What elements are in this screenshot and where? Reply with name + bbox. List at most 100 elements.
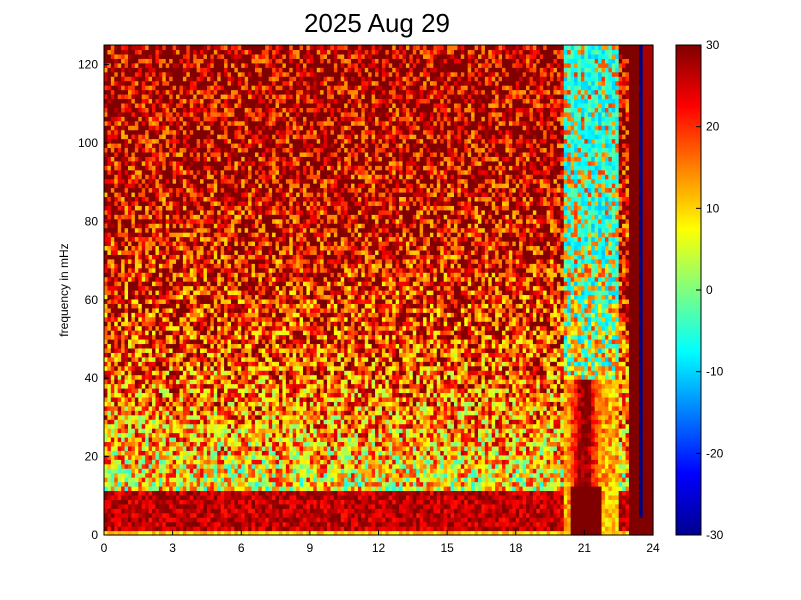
heatmap-cell xyxy=(169,361,174,367)
heatmap-cell xyxy=(158,290,163,296)
heatmap-cell xyxy=(162,192,167,198)
heatmap-cell xyxy=(131,517,136,523)
heatmap-cell xyxy=(107,183,112,189)
heatmap-cell xyxy=(200,45,205,51)
heatmap-cell xyxy=(203,468,208,474)
heatmap-cell xyxy=(138,214,143,220)
heatmap-cell xyxy=(141,67,146,73)
heatmap-cell xyxy=(186,352,191,358)
heatmap-cell xyxy=(193,111,198,117)
heatmap-cell xyxy=(148,120,153,126)
heatmap-cell xyxy=(189,67,194,73)
heatmap-cell xyxy=(217,45,222,51)
heatmap-cell xyxy=(244,187,249,193)
heatmap-cell xyxy=(206,45,211,51)
heatmap-cell xyxy=(121,223,126,229)
heatmap-cell xyxy=(220,294,225,300)
heatmap-cell xyxy=(217,383,222,389)
heatmap-cell xyxy=(254,187,259,193)
heatmap-cell xyxy=(162,178,167,184)
heatmap-cell xyxy=(182,281,187,287)
heatmap-cell xyxy=(145,405,150,411)
heatmap-cell xyxy=(189,85,194,91)
heatmap-cell xyxy=(148,236,153,242)
heatmap-cell xyxy=(148,410,153,416)
heatmap-cell xyxy=(114,419,119,425)
heatmap-cell xyxy=(128,67,133,73)
heatmap-cell xyxy=(107,249,112,255)
heatmap-cell xyxy=(182,432,187,438)
heatmap-cell xyxy=(227,147,232,153)
heatmap-cell xyxy=(227,437,232,443)
heatmap-cell xyxy=(200,272,205,278)
heatmap-cell xyxy=(162,183,167,189)
heatmap-cell xyxy=(148,147,153,153)
heatmap-cell xyxy=(200,508,205,514)
heatmap-cell xyxy=(104,477,109,483)
heatmap-cell xyxy=(254,241,259,247)
heatmap-cell xyxy=(203,517,208,523)
heatmap-cell xyxy=(117,111,122,117)
heatmap-cell xyxy=(110,71,115,77)
heatmap-cell xyxy=(230,334,235,340)
heatmap-cell xyxy=(162,392,167,398)
heatmap-cell xyxy=(189,423,194,429)
heatmap-cell xyxy=(152,272,157,278)
heatmap-cell xyxy=(254,165,259,171)
heatmap-cell xyxy=(230,481,235,487)
heatmap-cell xyxy=(145,298,150,304)
heatmap-cell xyxy=(165,281,170,287)
heatmap-cell xyxy=(254,477,259,483)
heatmap-cell xyxy=(258,410,263,416)
heatmap-cell xyxy=(234,316,239,322)
heatmap-cell xyxy=(138,58,143,64)
heatmap-cell xyxy=(176,405,181,411)
heatmap-cell xyxy=(124,272,129,278)
heatmap-cell xyxy=(244,62,249,68)
heatmap-cell xyxy=(165,71,170,77)
heatmap-cell xyxy=(182,62,187,68)
heatmap-cell xyxy=(248,437,253,443)
heatmap-cell xyxy=(230,232,235,238)
heatmap-cell xyxy=(200,129,205,135)
heatmap-cell xyxy=(206,330,211,336)
heatmap-cell xyxy=(148,192,153,198)
heatmap-cell xyxy=(182,463,187,469)
heatmap-cell xyxy=(155,396,160,402)
heatmap-cell xyxy=(217,334,222,340)
heatmap-cell xyxy=(104,205,109,211)
heatmap-cell xyxy=(152,468,157,474)
heatmap-cell xyxy=(254,183,259,189)
heatmap-cell xyxy=(138,414,143,420)
heatmap-cell xyxy=(203,281,208,287)
heatmap-cell xyxy=(134,298,139,304)
heatmap-cell xyxy=(128,134,133,140)
heatmap-cell xyxy=(254,111,259,117)
heatmap-cell xyxy=(131,76,136,82)
heatmap-cell xyxy=(128,160,133,166)
heatmap-cell xyxy=(234,285,239,291)
heatmap-cell xyxy=(169,267,174,273)
heatmap-cell xyxy=(210,178,215,184)
heatmap-cell xyxy=(169,494,174,500)
heatmap-cell xyxy=(172,80,177,86)
heatmap-cell xyxy=(131,156,136,162)
heatmap-cell xyxy=(155,120,160,126)
heatmap-cell xyxy=(210,383,215,389)
heatmap-cell xyxy=(220,512,225,518)
heatmap-cell xyxy=(114,508,119,514)
heatmap-cell xyxy=(237,94,242,100)
heatmap-cell xyxy=(227,102,232,108)
heatmap-cell xyxy=(213,499,218,505)
heatmap-cell xyxy=(117,441,122,447)
heatmap-cell xyxy=(203,258,208,264)
heatmap-cell xyxy=(182,58,187,64)
heatmap-cell xyxy=(117,89,122,95)
heatmap-cell xyxy=(141,214,146,220)
heatmap-cell xyxy=(124,490,129,496)
heatmap-cell xyxy=(196,530,201,536)
heatmap-cell xyxy=(244,254,249,260)
heatmap-cell xyxy=(141,503,146,509)
heatmap-cell xyxy=(107,459,112,465)
heatmap-cell xyxy=(234,267,239,273)
